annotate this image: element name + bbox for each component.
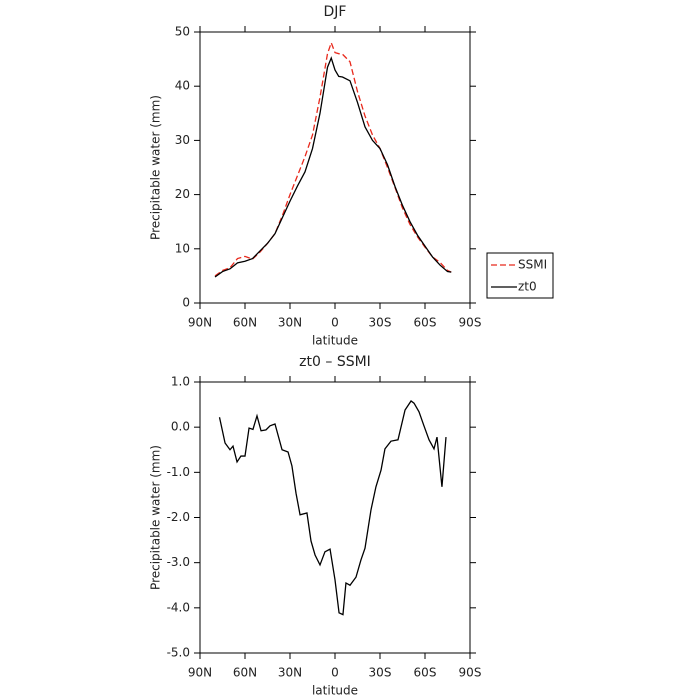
x-tick-label: 90S [459, 316, 482, 330]
legend-label: zt0 [518, 280, 537, 294]
y-tick-label: 30 [175, 133, 190, 147]
x-tick-label: 30S [369, 666, 392, 680]
legend-label: SSMI [518, 258, 547, 272]
x-tick-label: 90N [188, 316, 212, 330]
y-axis-label: Precipitable water (mm) [149, 95, 163, 240]
y-tick-label: -2.0 [167, 510, 190, 524]
x-tick-label: 0 [331, 666, 339, 680]
x-tick-label: 30N [278, 316, 302, 330]
x-tick-label: 30N [278, 666, 302, 680]
y-tick-label: 50 [175, 25, 190, 39]
x-tick-label: 90N [188, 666, 212, 680]
x-tick-label: 60N [233, 666, 257, 680]
y-tick-label: -1.0 [167, 465, 190, 479]
x-tick-label: 90S [459, 666, 482, 680]
y-tick-label: 0.0 [171, 420, 190, 434]
y-tick-label: -5.0 [167, 646, 190, 660]
data-line [218, 400, 447, 616]
y-tick-label: -3.0 [167, 555, 190, 569]
y-tick-label: 1.0 [171, 375, 190, 389]
data-line [214, 56, 452, 278]
chart-title: zt0 – SSMI [299, 354, 371, 370]
x-axis-label: latitude [312, 684, 358, 698]
chart-title: DJF [324, 4, 347, 20]
x-tick-label: 30S [369, 316, 392, 330]
y-axis-label: Precipitable water (mm) [149, 445, 163, 590]
y-tick-label: 20 [175, 187, 190, 201]
legend-box [486, 252, 554, 299]
y-tick-label: 0 [182, 296, 190, 310]
x-tick-label: 60S [414, 666, 437, 680]
y-tick-label: 10 [175, 241, 190, 255]
x-tick-label: 60S [414, 316, 437, 330]
plot-frame [199, 381, 471, 654]
y-tick-label: 40 [175, 79, 190, 93]
x-tick-label: 60N [233, 316, 257, 330]
x-tick-label: 0 [331, 316, 339, 330]
y-tick-label: -4.0 [167, 600, 190, 614]
x-axis-label: latitude [312, 334, 358, 348]
data-line [214, 40, 452, 277]
